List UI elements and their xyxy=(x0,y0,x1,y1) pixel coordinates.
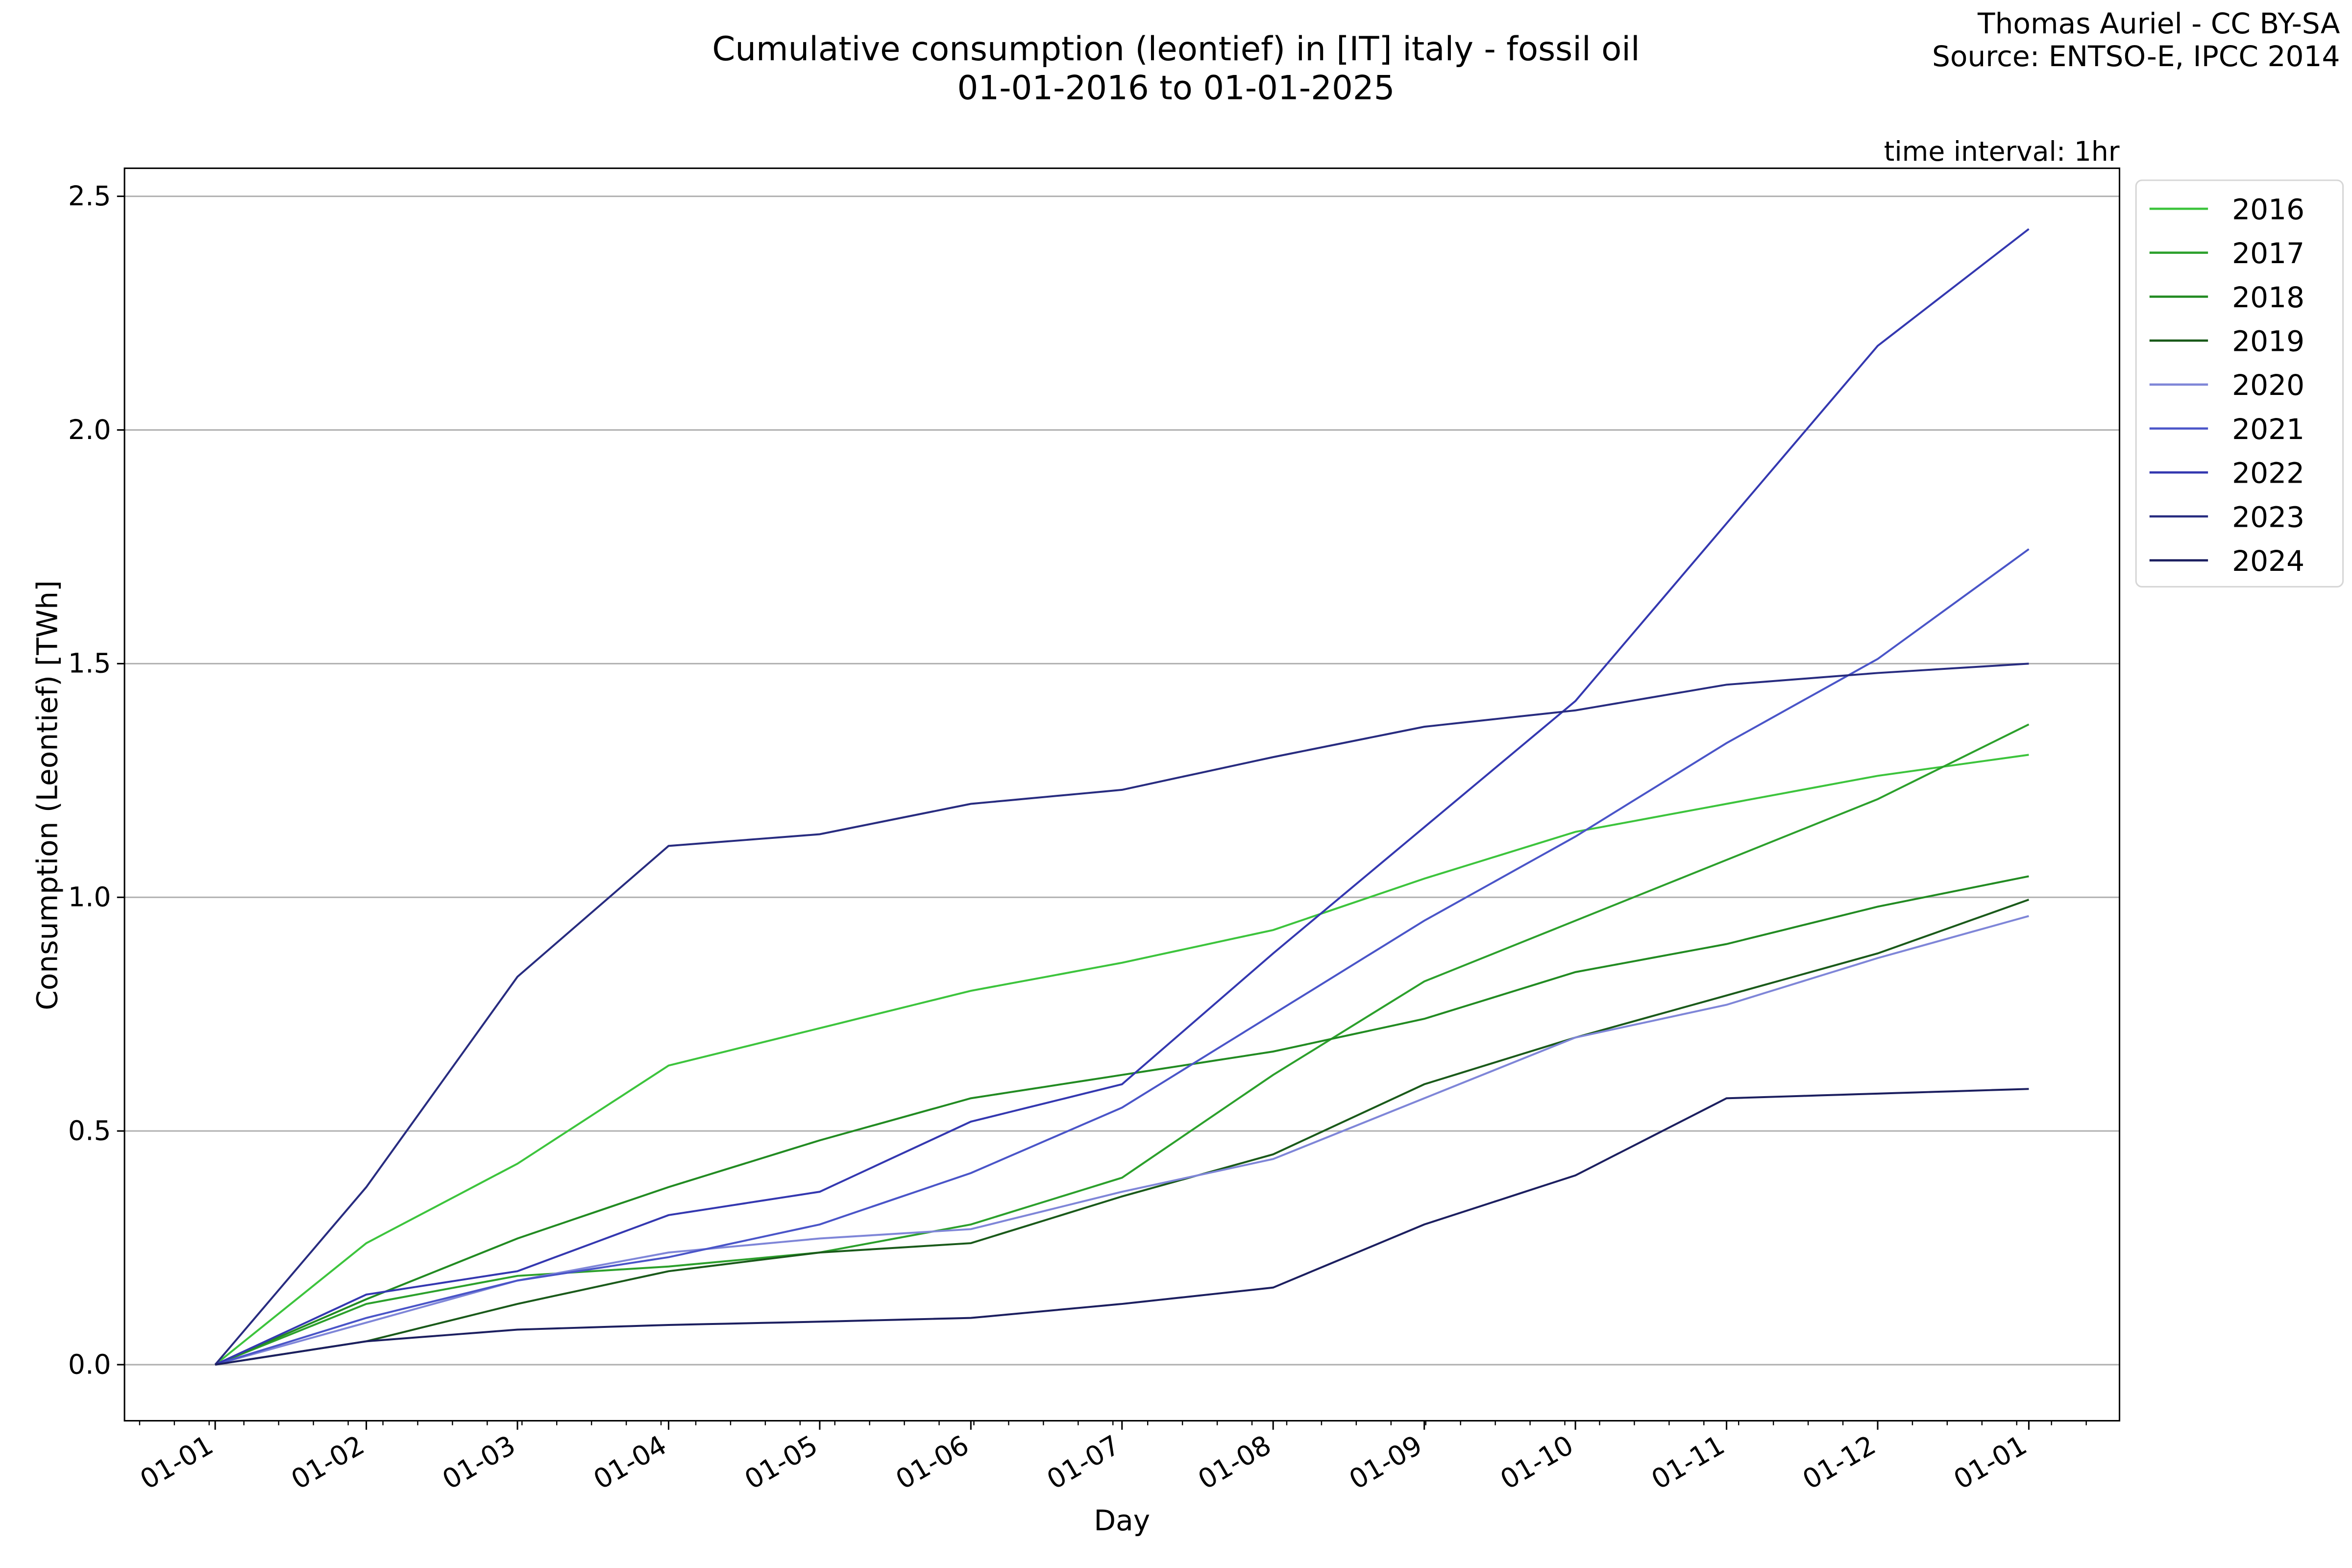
credit-source: Source: ENTSO-E, IPCC 2014 xyxy=(1932,40,2340,73)
legend: 2016 2017 2018 2019 2020 2021 2022 2023 2024 xyxy=(2135,179,2344,588)
legend-item: 2022 xyxy=(2149,457,2304,490)
x-tick-label: 01-09 xyxy=(1344,1429,1428,1495)
credit-author: Thomas Auriel - CC BY-SA xyxy=(1977,7,2340,40)
y-tick-label: 2.0 xyxy=(68,414,111,445)
y-tick-label: 1.5 xyxy=(68,648,111,679)
series-line-2017 xyxy=(215,723,2030,1366)
legend-label: 2023 xyxy=(2232,500,2304,534)
legend-item: 2024 xyxy=(2149,544,2304,578)
legend-item: 2018 xyxy=(2149,281,2304,314)
x-tick-label: 01-04 xyxy=(588,1429,672,1495)
x-tick-label: 01-03 xyxy=(437,1429,521,1495)
y-axis: 0.0 0.5 1.0 1.5 2.0 2.5 xyxy=(68,180,125,1380)
x-tick-label: 01-01 xyxy=(135,1429,219,1495)
chart-title: Cumulative consumption (leontief) in [IT… xyxy=(712,29,1640,68)
plot-frame xyxy=(123,167,2121,1422)
series-line-2023 xyxy=(214,662,2029,1366)
legend-box xyxy=(2135,179,2344,588)
legend-item: 2017 xyxy=(2149,237,2304,270)
y-tick-label: 0.0 xyxy=(68,1348,111,1380)
x-tick-label: 01-06 xyxy=(890,1429,974,1495)
y-tick-label: 1.0 xyxy=(68,882,111,913)
y-axis-label: Consumption (Leontief) [TWh] xyxy=(30,580,64,1010)
y-tick-label: 0.5 xyxy=(68,1115,111,1147)
x-tick-label: 01-11 xyxy=(1646,1429,1730,1495)
x-tick-label: 01-02 xyxy=(286,1429,369,1495)
x-tick-label: 01-12 xyxy=(1797,1429,1881,1495)
series-line-2016 xyxy=(214,754,2029,1366)
x-tick-label: 01-10 xyxy=(1495,1429,1579,1495)
legend-label: 2020 xyxy=(2232,368,2304,402)
x-axis: 01-01 01-02 01-03 01-04 01-05 01-06 01-07 01-08… xyxy=(135,1421,2087,1495)
series-line-2020 xyxy=(215,915,2029,1366)
legend-item: 2016 xyxy=(2149,193,2304,226)
x-axis-label: Day xyxy=(1094,1504,1150,1537)
legend-label: 2019 xyxy=(2232,325,2304,358)
series-lines xyxy=(214,228,2030,1366)
chart-subtitle: 01-01-2016 to 01-01-2025 xyxy=(957,69,1395,107)
y-tick-label: 2.5 xyxy=(68,180,111,212)
series-line-2024 xyxy=(215,1088,2029,1366)
legend-item: 2021 xyxy=(2149,413,2304,446)
x-tick-label: 01-05 xyxy=(739,1429,823,1495)
legend-item: 2019 xyxy=(2149,325,2304,358)
series-line-2019 xyxy=(215,899,2030,1366)
time-interval-label: time interval: 1hr xyxy=(1884,136,2120,167)
grid xyxy=(124,196,2120,1366)
legend-label: 2016 xyxy=(2232,193,2304,226)
x-tick-label: 01-08 xyxy=(1193,1429,1276,1495)
legend-label: 2017 xyxy=(2232,237,2304,270)
legend-label: 2021 xyxy=(2232,413,2304,446)
series-line-2021 xyxy=(215,548,2030,1366)
legend-label: 2022 xyxy=(2232,457,2304,490)
legend-label: 2024 xyxy=(2232,544,2304,578)
legend-label: 2018 xyxy=(2232,281,2304,314)
series-line-2022 xyxy=(215,228,2030,1366)
legend-item: 2023 xyxy=(2149,500,2304,534)
x-tick-label: 01-07 xyxy=(1042,1429,1126,1495)
series-line-2018 xyxy=(215,875,2029,1366)
legend-item: 2020 xyxy=(2149,368,2304,402)
x-tick-label: 01-01 xyxy=(1948,1429,2032,1495)
